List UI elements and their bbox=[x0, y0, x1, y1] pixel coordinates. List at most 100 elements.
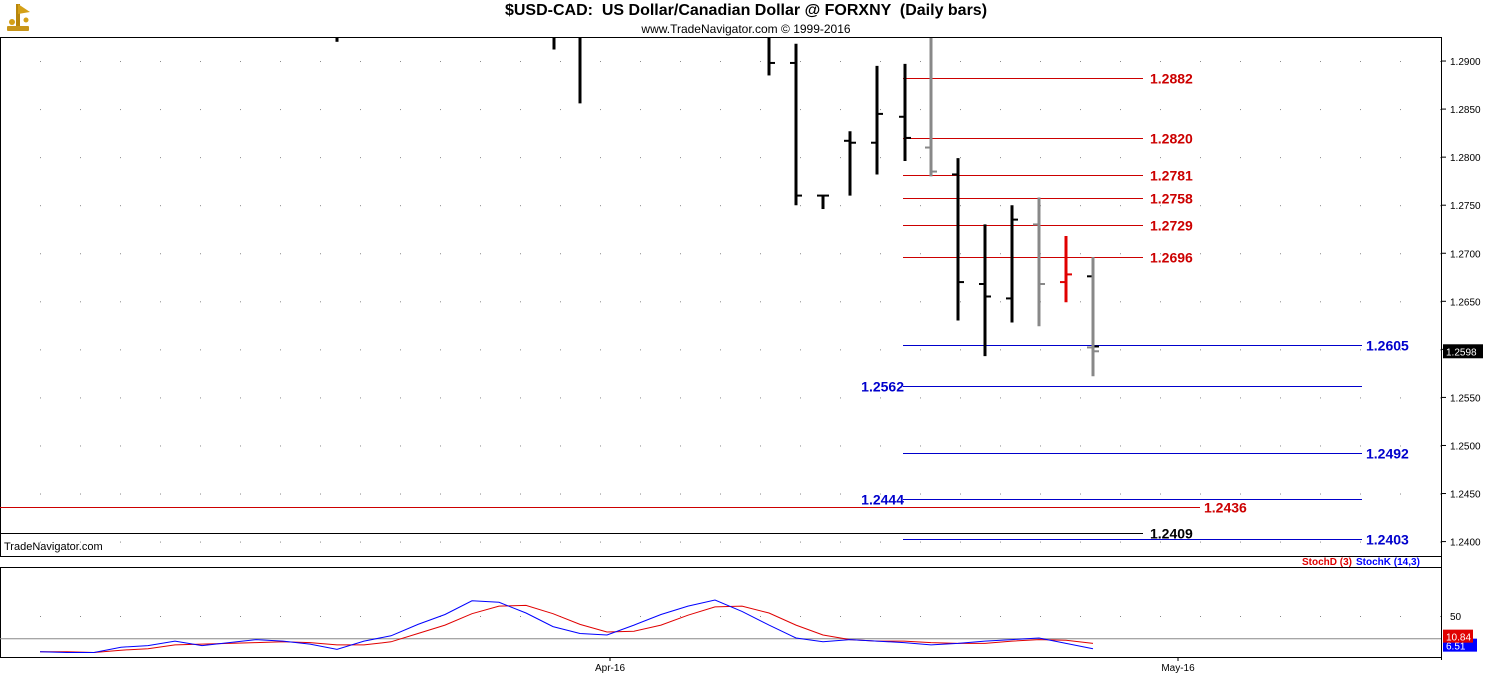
grid-dot bbox=[240, 205, 241, 207]
grid-dot bbox=[1280, 301, 1281, 303]
grid-dot bbox=[720, 349, 721, 351]
grid-dot bbox=[120, 397, 121, 399]
grid-dot bbox=[1000, 616, 1001, 617]
grid-dot bbox=[920, 253, 921, 255]
grid-dot bbox=[1200, 616, 1201, 617]
grid-dot bbox=[920, 397, 921, 399]
grid-dot bbox=[760, 157, 761, 159]
grid-dot bbox=[600, 493, 601, 495]
grid-dot bbox=[720, 61, 721, 63]
grid-dot bbox=[960, 301, 961, 303]
grid-dot bbox=[1320, 493, 1321, 495]
grid-dot bbox=[1120, 61, 1121, 63]
grid-dot bbox=[840, 157, 841, 159]
y-tick-label: 1.2550 bbox=[1450, 393, 1481, 404]
grid-dot bbox=[1000, 253, 1001, 255]
grid-dot bbox=[1200, 349, 1201, 351]
last-price-tag bbox=[1443, 344, 1483, 359]
grid-dot bbox=[1040, 616, 1041, 617]
grid-dot bbox=[800, 493, 801, 495]
grid-dot bbox=[1400, 397, 1401, 399]
grid-dot bbox=[1440, 205, 1441, 207]
grid-dot bbox=[440, 253, 441, 255]
level-label: 1.2820 bbox=[1150, 131, 1193, 147]
grid-dot bbox=[840, 349, 841, 351]
ohlc-bar bbox=[952, 158, 964, 321]
grid-dot bbox=[40, 109, 41, 111]
x-tick-label: Apr-16 bbox=[595, 663, 625, 674]
grid-dot bbox=[1280, 109, 1281, 111]
grid-dot bbox=[640, 349, 641, 351]
trade-navigator-logo-icon bbox=[4, 2, 34, 34]
level-label: 1.2882 bbox=[1150, 71, 1193, 87]
grid-dot bbox=[1240, 445, 1241, 447]
grid-dot bbox=[840, 109, 841, 111]
grid-dot bbox=[440, 445, 441, 447]
grid-dot bbox=[120, 157, 121, 159]
grid-dot bbox=[240, 157, 241, 159]
grid-dot bbox=[240, 253, 241, 255]
ohlc-bar bbox=[1060, 235, 1072, 303]
grid-dot bbox=[1040, 61, 1041, 63]
grid-dot bbox=[480, 301, 481, 303]
grid-dot bbox=[1080, 493, 1081, 495]
grid-dot bbox=[160, 205, 161, 207]
grid-dot bbox=[1440, 493, 1441, 495]
grid-dot bbox=[560, 109, 561, 111]
grid-dot bbox=[680, 541, 681, 543]
grid-dot bbox=[400, 301, 401, 303]
grid-dot bbox=[280, 253, 281, 255]
stoch-d-value-tag bbox=[1443, 629, 1473, 643]
grid-dot bbox=[1240, 616, 1241, 617]
grid-dot bbox=[360, 349, 361, 351]
grid-dot bbox=[480, 349, 481, 351]
grid-dot bbox=[600, 253, 601, 255]
grid-dot bbox=[1440, 349, 1441, 351]
grid-dot bbox=[1400, 157, 1401, 159]
grid-dot bbox=[960, 109, 961, 111]
grid-dot bbox=[80, 541, 81, 543]
grid-dot bbox=[200, 493, 201, 495]
grid-dot bbox=[960, 349, 961, 351]
grid-dot bbox=[880, 253, 881, 255]
grid-dot bbox=[1120, 253, 1121, 255]
grid-dot bbox=[40, 61, 41, 63]
grid-dot bbox=[80, 397, 81, 399]
grid-dot bbox=[640, 493, 641, 495]
grid-dot bbox=[480, 61, 481, 63]
grid-dot bbox=[480, 616, 481, 617]
grid-dot bbox=[520, 445, 521, 447]
grid-dot bbox=[680, 109, 681, 111]
grid-dot bbox=[920, 61, 921, 63]
grid-dot bbox=[360, 205, 361, 207]
grid-dot bbox=[640, 445, 641, 447]
grid-dot bbox=[1320, 445, 1321, 447]
grid-dot bbox=[40, 397, 41, 399]
grid-dot bbox=[120, 445, 121, 447]
grid-dot bbox=[240, 349, 241, 351]
grid-dot bbox=[1240, 109, 1241, 111]
grid-dot bbox=[1440, 301, 1441, 303]
grid-dot bbox=[1360, 253, 1361, 255]
grid-dot bbox=[1400, 493, 1401, 495]
grid-dot bbox=[760, 541, 761, 543]
grid-dot bbox=[1240, 493, 1241, 495]
stoch-k-line bbox=[39, 599, 1094, 653]
grid-dot bbox=[1240, 205, 1241, 207]
grid-dot bbox=[120, 541, 121, 543]
grid-dot bbox=[480, 157, 481, 159]
level-label: 1.2492 bbox=[1366, 446, 1409, 462]
grid-dot bbox=[280, 301, 281, 303]
level-label: 1.2605 bbox=[1366, 338, 1409, 354]
grid-dot bbox=[680, 61, 681, 63]
grid-dot bbox=[120, 616, 121, 617]
grid-dot bbox=[1280, 445, 1281, 447]
level-label: 1.2696 bbox=[1150, 250, 1193, 266]
grid-dot bbox=[680, 445, 681, 447]
grid-dot bbox=[800, 445, 801, 447]
chart-subtitle: www.TradeNavigator.com © 1999-2016 bbox=[641, 22, 851, 36]
grid-dot bbox=[1120, 541, 1121, 543]
grid-dot bbox=[1360, 61, 1361, 63]
grid-dot bbox=[360, 445, 361, 447]
grid-dot bbox=[440, 493, 441, 495]
